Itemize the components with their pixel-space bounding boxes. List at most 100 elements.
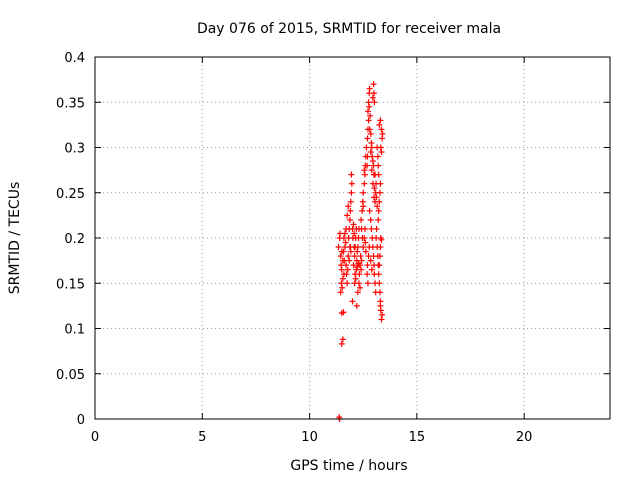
y-tick-label: 0 xyxy=(77,413,85,428)
data-point xyxy=(358,216,365,223)
axis-ticks: 0 5 10 15 20 0 0.05 0.1 0.15 0.2 0.25 0.3 0.35 0.4 xyxy=(56,51,610,445)
data-point xyxy=(345,253,352,260)
data-point xyxy=(377,302,384,309)
x-tick-label: 5 xyxy=(198,430,206,445)
data-point xyxy=(361,167,368,174)
data-point xyxy=(366,103,373,110)
data-point xyxy=(376,253,383,260)
data-points xyxy=(335,81,386,422)
data-point xyxy=(356,271,363,278)
data-point xyxy=(363,144,370,151)
data-point xyxy=(343,225,350,232)
data-point xyxy=(376,262,383,269)
data-point xyxy=(367,257,374,264)
data-point xyxy=(358,266,365,273)
data-point xyxy=(378,126,385,133)
data-point xyxy=(379,311,386,318)
data-point xyxy=(354,248,361,255)
data-point xyxy=(341,230,348,237)
data-point xyxy=(339,275,346,282)
data-point xyxy=(340,309,347,316)
data-point xyxy=(343,271,350,278)
data-point xyxy=(358,257,365,264)
y-tick-label: 0.05 xyxy=(56,368,85,383)
data-point xyxy=(357,253,364,260)
data-point xyxy=(364,280,371,287)
data-point xyxy=(377,180,384,187)
x-tick-label: 20 xyxy=(516,430,533,445)
data-point xyxy=(374,144,381,151)
data-point xyxy=(364,135,371,142)
data-point xyxy=(361,225,368,232)
data-point xyxy=(367,216,374,223)
data-point xyxy=(371,185,378,192)
data-point xyxy=(368,144,375,151)
data-point xyxy=(352,275,359,282)
data-point xyxy=(375,271,382,278)
data-point xyxy=(354,289,361,296)
data-point xyxy=(364,162,371,169)
data-point xyxy=(379,130,386,137)
data-point xyxy=(369,158,376,165)
data-point xyxy=(366,85,373,92)
data-point xyxy=(350,262,357,269)
y-tick-label: 0.3 xyxy=(64,142,85,157)
data-point xyxy=(349,298,356,305)
data-point xyxy=(374,203,381,210)
data-point xyxy=(357,284,364,291)
data-point xyxy=(350,221,357,228)
data-point xyxy=(374,153,381,160)
data-point xyxy=(371,99,378,106)
x-axis-label: GPS time / hours xyxy=(290,458,407,474)
y-tick-label: 0.35 xyxy=(56,96,85,111)
data-point xyxy=(376,289,383,296)
x-tick-label: 10 xyxy=(301,430,318,445)
data-point xyxy=(339,336,346,343)
data-point xyxy=(375,216,382,223)
data-point xyxy=(344,266,351,273)
data-point xyxy=(364,262,371,269)
data-point xyxy=(364,271,371,278)
data-point xyxy=(366,126,373,133)
data-point xyxy=(361,235,368,241)
data-point xyxy=(361,180,368,187)
data-point xyxy=(364,108,371,115)
data-point xyxy=(376,280,383,287)
data-point xyxy=(351,280,358,287)
data-point xyxy=(366,207,373,214)
grid xyxy=(95,57,610,419)
data-point xyxy=(376,121,383,128)
data-point xyxy=(355,260,362,267)
data-point xyxy=(361,171,368,178)
data-point xyxy=(373,194,380,201)
x-tick-label: 0 xyxy=(91,430,99,445)
data-point xyxy=(376,189,383,196)
data-point xyxy=(347,248,354,255)
data-point xyxy=(344,212,351,219)
data-point xyxy=(378,316,385,323)
data-point xyxy=(376,198,383,205)
data-point xyxy=(370,90,377,97)
data-point xyxy=(373,225,380,232)
data-point xyxy=(369,153,376,160)
data-point xyxy=(367,130,374,137)
data-point xyxy=(337,253,344,260)
data-point xyxy=(362,248,369,255)
data-point xyxy=(375,207,382,214)
y-tick-label: 0.1 xyxy=(64,323,85,338)
data-point xyxy=(375,171,382,178)
data-point xyxy=(338,266,345,273)
data-point xyxy=(338,248,345,255)
data-point xyxy=(368,225,375,232)
data-point xyxy=(339,257,346,264)
data-point xyxy=(348,180,355,187)
data-point xyxy=(352,244,359,251)
data-point xyxy=(338,280,345,287)
data-point xyxy=(369,94,376,101)
data-point xyxy=(360,244,367,251)
data-point xyxy=(346,257,353,264)
chart-title: Day 076 of 2015, SRMTID for receiver mal… xyxy=(197,21,501,37)
y-tick-label: 0.25 xyxy=(56,187,85,202)
data-point xyxy=(338,340,345,347)
data-point xyxy=(377,117,384,124)
